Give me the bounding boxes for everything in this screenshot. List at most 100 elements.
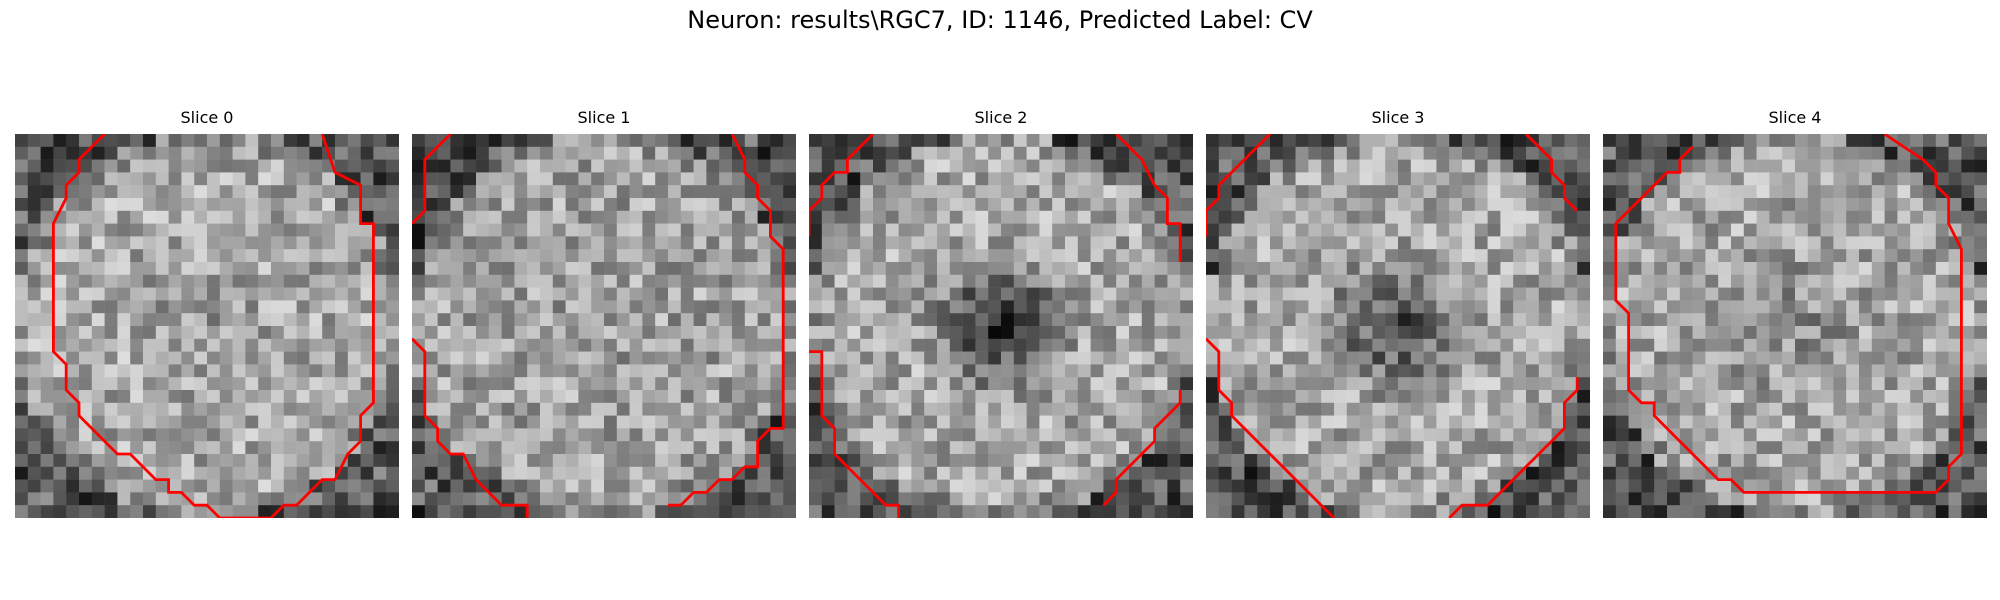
image-pixel <box>693 351 707 365</box>
image-pixel <box>540 338 554 352</box>
image-pixel <box>1833 364 1847 378</box>
image-pixel <box>1410 159 1424 173</box>
image-pixel <box>1039 236 1053 250</box>
image-pixel <box>1026 210 1040 224</box>
image-pixel <box>1731 351 1745 365</box>
image-pixel <box>1526 402 1540 416</box>
image-pixel <box>1052 351 1066 365</box>
image-pixel <box>693 441 707 455</box>
image-pixel <box>1718 492 1732 506</box>
image-pixel <box>1654 159 1668 173</box>
image-pixel <box>744 479 758 493</box>
image-pixel <box>1564 441 1578 455</box>
image-pixel <box>79 249 93 263</box>
image-pixel <box>975 441 989 455</box>
image-pixel <box>501 364 515 378</box>
image-pixel <box>335 402 349 416</box>
image-pixel <box>655 402 669 416</box>
image-pixel <box>1398 198 1412 212</box>
image-pixel <box>1487 364 1501 378</box>
image-pixel <box>809 287 823 301</box>
image-pixel <box>655 492 669 506</box>
image-pixel <box>1756 236 1770 250</box>
image-pixel <box>1359 300 1373 314</box>
image-pixel <box>540 236 554 250</box>
image-pixel <box>232 159 246 173</box>
image-pixel <box>1641 313 1655 327</box>
image-pixel <box>168 377 182 391</box>
image-pixel <box>744 223 758 237</box>
image-pixel <box>1052 134 1066 148</box>
image-pixel <box>1282 236 1296 250</box>
image-pixel <box>1769 262 1783 276</box>
image-pixel <box>1974 172 1987 186</box>
image-pixel <box>1154 198 1168 212</box>
image-pixel <box>1410 402 1424 416</box>
image-pixel <box>1218 236 1232 250</box>
image-pixel <box>604 313 618 327</box>
image-pixel <box>834 390 848 404</box>
image-pixel <box>1129 274 1143 288</box>
image-pixel <box>1167 262 1181 276</box>
image-pixel <box>1526 249 1540 263</box>
image-pixel <box>719 223 733 237</box>
image-pixel <box>770 428 784 442</box>
image-pixel <box>1282 313 1296 327</box>
image-pixel <box>1013 198 1027 212</box>
image-pixel <box>207 274 221 288</box>
image-pixel <box>1026 390 1040 404</box>
image-pixel <box>40 146 54 160</box>
image-pixel <box>1859 134 1873 148</box>
image-pixel <box>527 338 541 352</box>
image-pixel <box>1487 146 1501 160</box>
image-pixel <box>1910 390 1924 404</box>
image-pixel <box>680 210 694 224</box>
image-pixel <box>1167 274 1181 288</box>
image-pixel <box>1641 454 1655 468</box>
image-pixel <box>27 415 41 429</box>
image-pixel <box>450 134 464 148</box>
image-pixel <box>565 428 579 442</box>
image-pixel <box>1807 338 1821 352</box>
image-pixel <box>1372 428 1386 442</box>
image-pixel <box>27 274 41 288</box>
image-pixel <box>1769 505 1783 518</box>
image-pixel <box>552 351 566 365</box>
image-pixel <box>1167 287 1181 301</box>
image-pixel <box>1449 274 1463 288</box>
image-pixel <box>1013 402 1027 416</box>
image-pixel <box>373 249 387 263</box>
image-pixel <box>194 223 208 237</box>
image-pixel <box>258 262 272 276</box>
image-pixel <box>1398 172 1412 186</box>
image-pixel <box>949 313 963 327</box>
image-pixel <box>27 236 41 250</box>
image-pixel <box>488 454 502 468</box>
image-pixel <box>1090 210 1104 224</box>
image-pixel <box>1667 377 1681 391</box>
image-pixel <box>706 466 720 480</box>
image-pixel <box>757 377 771 391</box>
image-pixel <box>245 364 259 378</box>
image-pixel <box>1974 326 1987 340</box>
image-pixel <box>232 326 246 340</box>
image-pixel <box>604 287 618 301</box>
image-pixel <box>1141 364 1155 378</box>
image-pixel <box>693 338 707 352</box>
image-pixel <box>66 249 80 263</box>
image-pixel <box>335 351 349 365</box>
image-pixel <box>347 249 361 263</box>
image-pixel <box>1615 236 1629 250</box>
image-pixel <box>1859 262 1873 276</box>
image-pixel <box>847 210 861 224</box>
image-pixel <box>783 377 796 391</box>
image-pixel <box>1001 300 1015 314</box>
image-pixel <box>1615 338 1629 352</box>
image-pixel <box>373 441 387 455</box>
image-pixel <box>1705 326 1719 340</box>
image-pixel <box>1551 300 1565 314</box>
image-pixel <box>757 134 771 148</box>
image-pixel <box>1218 185 1232 199</box>
image-pixel <box>1282 134 1296 148</box>
image-pixel <box>1180 198 1193 212</box>
